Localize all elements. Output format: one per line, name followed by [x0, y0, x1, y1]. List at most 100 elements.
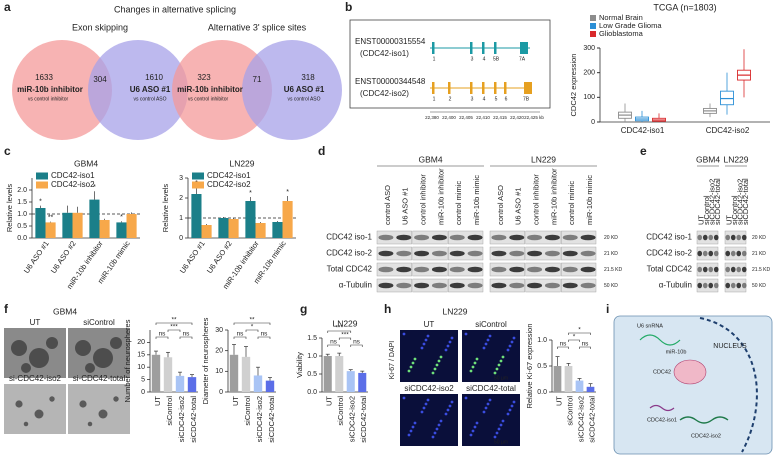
- legend-label: Low Grade Glioma: [599, 21, 662, 30]
- y-tick-label: 10: [137, 364, 145, 371]
- x-tick-label: siControl: [243, 396, 252, 426]
- blot-band: [527, 234, 543, 241]
- legend-label: CDC42-iso2: [207, 180, 251, 189]
- y-tick-label: 0.0: [537, 389, 547, 396]
- blot-row-label: Total CDC42: [327, 265, 373, 274]
- coord-label: 22,410: [476, 115, 490, 120]
- significance-label: ***: [341, 332, 349, 339]
- venn-label: U6 ASO #1: [284, 85, 325, 94]
- exon-label: 2: [449, 96, 452, 102]
- nucleus-dot: [402, 332, 406, 336]
- nucleus-dot: [486, 338, 490, 342]
- lane-label: UT: [697, 215, 706, 225]
- x-tick-label: siControl: [565, 396, 574, 426]
- neurosphere: [75, 340, 91, 356]
- exon: [494, 42, 497, 54]
- x-tick-label: CDC42-iso1: [621, 126, 665, 135]
- coord-label: 22,425 kb: [524, 115, 544, 120]
- venn-left: [12, 40, 112, 140]
- blot-band: [527, 250, 543, 257]
- blot-band: [741, 266, 747, 273]
- blot-band: [491, 282, 507, 289]
- exon: [482, 42, 485, 54]
- blot-band: [491, 266, 507, 273]
- y-tick-label: 0.5: [537, 363, 547, 370]
- diagram-label: CDC42: [653, 369, 671, 375]
- venn-label: miR-10b inhibitor: [17, 85, 83, 94]
- blot-strip: [525, 230, 561, 245]
- significance-star: **: [48, 215, 54, 222]
- y-tick-label: 0: [219, 389, 223, 396]
- exon: [494, 82, 497, 94]
- blot-band: [713, 250, 719, 257]
- exon: [470, 82, 473, 94]
- venn-count: 1633: [35, 73, 53, 82]
- blot-band: [702, 266, 708, 273]
- blot-band: [414, 234, 430, 241]
- micrograph: [4, 384, 66, 434]
- blot-band: [431, 266, 447, 273]
- blot-band: [378, 250, 394, 257]
- nucleus-dot: [501, 419, 505, 423]
- x-tick-label: siControl: [165, 396, 174, 426]
- neurosphere: [46, 337, 58, 349]
- blot-band: [708, 282, 714, 289]
- blot-band: [396, 234, 412, 241]
- cell-line-header: LN229: [531, 154, 556, 164]
- venn-overlap: 304: [93, 75, 107, 84]
- image-label: siControl: [83, 318, 115, 327]
- blot-strip: [489, 230, 525, 245]
- exon: [524, 82, 532, 94]
- x-tick-label: U6 ASO #2: [49, 239, 78, 275]
- bar: [218, 218, 229, 238]
- lane-label: siCDC42-total: [713, 178, 722, 225]
- significance-bracket: [155, 336, 169, 339]
- bar: [151, 354, 161, 392]
- exon: [432, 42, 435, 54]
- rna-strand: [649, 404, 675, 412]
- blot-band: [449, 282, 465, 289]
- nucleus-dot: [475, 357, 479, 361]
- blot-band: [736, 282, 742, 289]
- y-tick-label: 1.0: [537, 337, 547, 344]
- blot-strip: [448, 246, 484, 261]
- image-label: UT: [30, 318, 41, 327]
- x-tick-label: siCDC42-total: [189, 396, 198, 443]
- nucleus-dot: [437, 359, 441, 363]
- lane-label: control ASO: [496, 185, 505, 225]
- x-tick-label: siCDC42-iso2: [177, 396, 186, 442]
- exon: [470, 42, 473, 54]
- nucleus-dot: [450, 400, 454, 404]
- x-tick-label: siCDC42-iso2: [255, 396, 264, 442]
- rna-strand: [679, 416, 729, 424]
- nucleus-dot: [484, 406, 488, 410]
- x-tick-label: siCDC42-total: [267, 396, 276, 443]
- blot-band: [449, 266, 465, 273]
- y-tick-label: 30: [215, 327, 223, 334]
- nucleus-dot: [435, 363, 439, 367]
- exon-label: 3: [471, 56, 474, 62]
- bar: [89, 199, 100, 238]
- lane-label: siControl: [702, 195, 711, 225]
- spliceosome: [673, 359, 707, 385]
- image-label: siCDC42-total: [466, 384, 516, 393]
- lane-label: control mimic: [567, 181, 576, 225]
- bar: [255, 223, 266, 238]
- y-axis-label: Relative Ki-67 expression: [525, 323, 534, 408]
- significance-star: *: [249, 190, 252, 197]
- significance-label: **: [249, 317, 255, 324]
- x-tick-label: UT: [153, 396, 162, 406]
- legend-swatch: [192, 172, 204, 180]
- venn-sub: vs control ASO: [287, 96, 320, 102]
- nucleus-dot: [420, 346, 424, 350]
- significance-bracket: [568, 339, 580, 342]
- blot-band: [378, 234, 394, 241]
- blot-band: [562, 266, 578, 273]
- nucleus-dot: [473, 361, 477, 365]
- bar: [346, 371, 355, 392]
- blot-strip: [561, 246, 597, 261]
- lane-label: siCDC42-total: [741, 178, 750, 225]
- nucleus-dot: [484, 342, 488, 346]
- bar: [265, 380, 275, 392]
